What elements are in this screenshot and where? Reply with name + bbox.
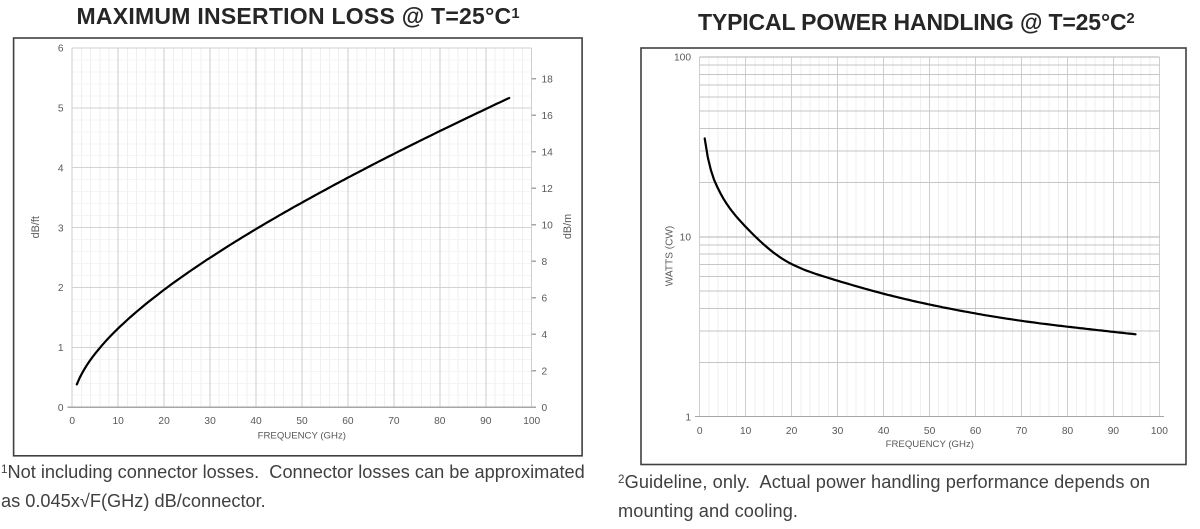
svg-text:40: 40 <box>250 416 262 427</box>
svg-text:10: 10 <box>542 220 554 231</box>
svg-text:60: 60 <box>342 416 354 427</box>
svg-text:0: 0 <box>58 403 64 414</box>
svg-text:80: 80 <box>1062 426 1074 437</box>
svg-text:60: 60 <box>970 426 982 437</box>
svg-text:12: 12 <box>542 184 554 195</box>
svg-text:6: 6 <box>58 44 64 55</box>
svg-text:10: 10 <box>113 416 125 427</box>
svg-text:dB/ft: dB/ft <box>30 216 42 238</box>
svg-text:100: 100 <box>523 416 540 427</box>
svg-text:40: 40 <box>878 426 890 437</box>
svg-text:3: 3 <box>58 223 64 234</box>
svg-text:20: 20 <box>158 416 170 427</box>
svg-text:16: 16 <box>542 111 554 122</box>
svg-text:14: 14 <box>542 147 554 158</box>
svg-text:1: 1 <box>58 343 64 354</box>
svg-text:30: 30 <box>832 426 844 437</box>
svg-text:2: 2 <box>542 366 548 377</box>
svg-text:80: 80 <box>434 416 446 427</box>
svg-text:0: 0 <box>542 403 548 414</box>
svg-text:100: 100 <box>674 53 691 64</box>
svg-text:dB/m: dB/m <box>562 214 574 239</box>
svg-text:5: 5 <box>58 104 64 115</box>
svg-text:90: 90 <box>480 416 492 427</box>
svg-text:50: 50 <box>296 416 308 427</box>
svg-text:30: 30 <box>204 416 216 427</box>
svg-text:70: 70 <box>388 416 400 427</box>
svg-text:1: 1 <box>685 412 691 423</box>
svg-text:FREQUENCY (GHz): FREQUENCY (GHz) <box>886 439 974 450</box>
svg-text:WATTS (CW): WATTS (CW) <box>664 226 675 287</box>
svg-text:10: 10 <box>680 233 692 244</box>
svg-text:100: 100 <box>1151 426 1168 437</box>
svg-text:0: 0 <box>697 426 703 437</box>
svg-text:50: 50 <box>924 426 936 437</box>
svg-text:4: 4 <box>58 163 64 174</box>
svg-text:4: 4 <box>542 330 548 341</box>
svg-text:2: 2 <box>58 283 64 294</box>
svg-text:90: 90 <box>1108 426 1120 437</box>
svg-text:10: 10 <box>740 426 752 437</box>
svg-text:6: 6 <box>542 293 548 304</box>
svg-text:20: 20 <box>786 426 798 437</box>
svg-text:0: 0 <box>69 416 75 427</box>
svg-text:FREQUENCY (GHz): FREQUENCY (GHz) <box>258 431 346 442</box>
svg-text:18: 18 <box>542 74 554 85</box>
svg-text:8: 8 <box>542 257 548 268</box>
svg-text:70: 70 <box>1016 426 1028 437</box>
